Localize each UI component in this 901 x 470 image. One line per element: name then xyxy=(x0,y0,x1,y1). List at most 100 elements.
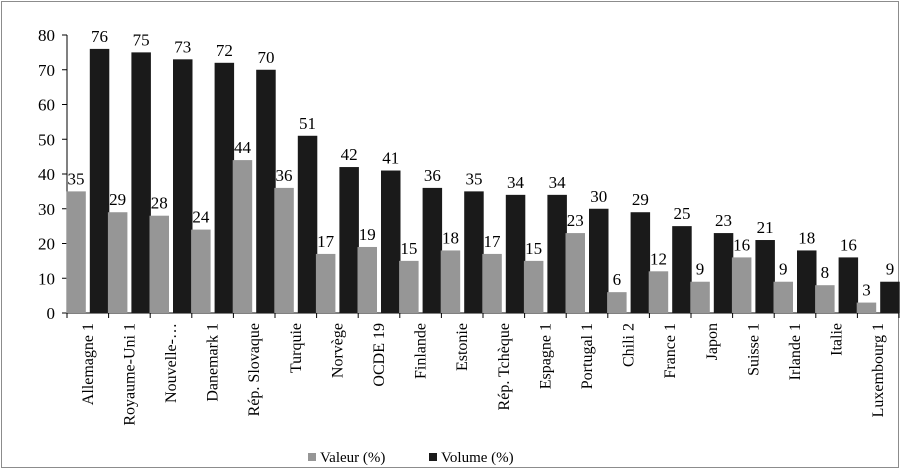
category-label: Estonie xyxy=(454,323,471,371)
data-label-valeur: 16 xyxy=(733,235,750,254)
data-label-volume: 18 xyxy=(798,228,815,247)
bar-valeur xyxy=(607,292,627,313)
bar-valeur xyxy=(440,250,461,313)
data-label-valeur: 6 xyxy=(613,270,622,289)
data-label-valeur: 17 xyxy=(484,232,502,251)
data-label-valeur: 24 xyxy=(192,208,210,227)
category-label: Turquie xyxy=(288,323,305,373)
data-label-volume: 72 xyxy=(216,41,233,60)
bar-volume xyxy=(713,233,734,313)
category-label: Allemagne 1 xyxy=(80,323,97,405)
legend-label-volume: Volume (%) xyxy=(441,450,514,466)
category-label: Danemark 1 xyxy=(205,323,222,402)
data-label-volume: 51 xyxy=(299,114,316,133)
data-label-volume: 25 xyxy=(673,204,690,223)
data-label-volume: 36 xyxy=(424,166,441,185)
category-label: Portugal 1 xyxy=(579,323,596,389)
data-label-volume: 75 xyxy=(133,30,150,49)
data-label-valeur: 29 xyxy=(109,190,126,209)
bar-valeur xyxy=(773,281,793,313)
data-label-valeur: 15 xyxy=(400,239,417,258)
data-label-valeur: 8 xyxy=(821,263,830,282)
data-label-volume: 30 xyxy=(590,187,607,206)
bar-valeur xyxy=(523,260,544,313)
bar-valeur xyxy=(815,285,835,313)
bar-volume xyxy=(755,240,775,313)
y-tick-label: 50 xyxy=(38,130,55,149)
data-label-volume: 34 xyxy=(507,173,525,192)
bar-valeur xyxy=(648,271,669,313)
category-label: OCDE 19 xyxy=(371,323,388,387)
data-label-volume: 42 xyxy=(341,145,358,164)
bar-valeur xyxy=(191,229,211,313)
y-tick-label: 20 xyxy=(38,235,55,254)
category-label: Italie xyxy=(829,323,846,356)
data-label-volume: 41 xyxy=(382,149,399,168)
data-label-volume: 76 xyxy=(91,27,108,46)
data-labels: 3576297528732472447036511742194115361835… xyxy=(68,27,895,300)
bar-valeur xyxy=(731,257,752,313)
category-label: Luxembourg 1 xyxy=(870,323,887,417)
data-label-valeur: 9 xyxy=(779,260,788,279)
data-label-volume: 29 xyxy=(632,190,649,209)
bars xyxy=(66,48,900,314)
bar-volume xyxy=(672,226,692,313)
bar-volume xyxy=(422,187,443,313)
data-label-volume: 9 xyxy=(886,260,895,279)
bar-volume xyxy=(214,62,235,313)
category-label: Espagne 1 xyxy=(537,323,554,389)
data-label-volume: 21 xyxy=(757,218,774,237)
data-label-volume: 70 xyxy=(257,48,274,67)
category-label: Japon xyxy=(704,323,721,360)
bar-valeur xyxy=(315,253,336,313)
category-label: Finlande xyxy=(413,323,430,379)
category-label: France 1 xyxy=(662,323,679,379)
data-label-valeur: 9 xyxy=(696,260,705,279)
legend-label-valeur: Valeur (%) xyxy=(320,450,385,466)
y-tick-label: 0 xyxy=(47,304,56,323)
data-label-valeur: 17 xyxy=(317,232,335,251)
category-label: Rép. Slovaque xyxy=(246,323,263,416)
bar-volume xyxy=(547,194,567,313)
category-label: Suisse 1 xyxy=(745,323,762,376)
data-label-valeur: 28 xyxy=(151,194,168,213)
y-tick-label: 60 xyxy=(38,96,55,115)
legend-swatch-volume xyxy=(429,453,437,461)
data-label-valeur: 18 xyxy=(442,228,459,247)
data-label-valeur: 12 xyxy=(650,249,667,268)
bar-valeur xyxy=(232,160,253,313)
data-label-valeur: 15 xyxy=(525,239,542,258)
bar-volume xyxy=(589,208,609,313)
bar-volume xyxy=(339,167,359,313)
y-tick-label: 10 xyxy=(38,269,55,288)
bar-valeur xyxy=(482,253,502,313)
legend: Valeur (%) Volume (%) xyxy=(308,450,514,466)
bar-valeur xyxy=(565,233,585,313)
data-label-valeur: 19 xyxy=(359,225,376,244)
category-labels: Allemagne 1 Royaume-Uni 1 Nouvelle-… Danema… xyxy=(80,323,887,426)
y-tick-label: 30 xyxy=(38,200,55,219)
category-label: Irlande 1 xyxy=(787,323,804,380)
data-label-valeur: 36 xyxy=(276,166,293,185)
legend-swatch-valeur xyxy=(308,453,316,461)
y-tick-label: 70 xyxy=(38,61,55,80)
bar-volume xyxy=(173,59,193,314)
bar-volume xyxy=(131,52,151,313)
bar-volume xyxy=(464,191,484,313)
bar-volume xyxy=(630,212,651,313)
bar-valeur xyxy=(357,246,377,313)
data-label-volume: 35 xyxy=(465,169,482,188)
data-label-valeur: 3 xyxy=(862,281,871,300)
data-label-volume: 16 xyxy=(840,235,857,254)
data-label-volume: 23 xyxy=(715,211,732,230)
bar-valeur xyxy=(107,212,128,313)
y-tick-label: 40 xyxy=(38,165,55,184)
category-label: Nouvelle-… xyxy=(163,323,180,403)
bar-volume xyxy=(797,250,817,313)
bar-volume xyxy=(256,69,276,313)
bar-volume xyxy=(880,281,900,313)
bar-valeur xyxy=(66,191,86,313)
data-label-valeur: 44 xyxy=(234,138,252,157)
bar-valeur xyxy=(399,260,419,313)
